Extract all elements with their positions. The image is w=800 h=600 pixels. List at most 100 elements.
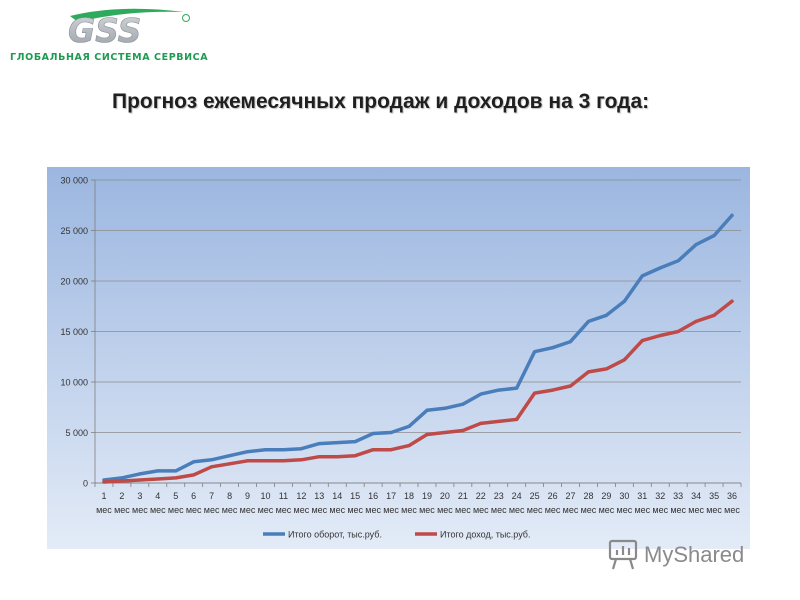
data-point [263, 448, 268, 452]
data-point [730, 213, 734, 217]
data-point [533, 350, 537, 354]
data-point [622, 299, 626, 303]
y-axis: 0 5 000 10 000 15 000 20 000 25 000 30 000 [60, 176, 96, 489]
x-tick-label: 15 [350, 491, 360, 501]
data-point [335, 455, 339, 459]
line-chart: 0 5 000 10 000 15 000 20 000 25 000 30 000 1 ме… [47, 167, 750, 549]
y-tick-label: 25 000 [60, 226, 88, 236]
data-point [174, 476, 178, 480]
data-point [604, 367, 609, 371]
legend-label: Итого оборот, тыс.руб. [288, 530, 382, 540]
data-point [515, 417, 519, 421]
x-tick-unit-label: мес [670, 505, 686, 515]
x-tick-label: 9 [245, 491, 250, 501]
x-tick-unit-label: мес [599, 505, 615, 515]
data-point [174, 469, 178, 473]
x-tick-unit-label: мес [581, 505, 597, 515]
watermark-text: MyShared [644, 542, 744, 567]
data-point [550, 388, 555, 392]
x-tick-label: 2 [119, 491, 124, 501]
x-tick-label: 35 [709, 491, 719, 501]
x-axis: 1 мес 2 мес 3 мес 4 мес 5 мес 6 мес 7 мес 8 мес 9 мес 10 ме… [94, 482, 742, 515]
x-tick-unit-label: мес [311, 505, 327, 515]
data-point [694, 319, 698, 323]
data-point [479, 392, 483, 396]
data-point [568, 384, 573, 388]
x-tick-unit-label: мес [222, 505, 238, 515]
data-point [227, 454, 232, 458]
data-point [425, 408, 429, 412]
x-tick-label: 27 [566, 491, 576, 501]
x-tick-unit-label: мес [186, 505, 202, 515]
data-point [497, 388, 501, 392]
x-tick-unit-label: мес [563, 505, 579, 515]
x-tick-label: 7 [209, 491, 214, 501]
data-point [550, 346, 555, 350]
y-tick-label: 15 000 [60, 327, 88, 337]
data-point [533, 391, 537, 395]
x-tick-label: 18 [404, 491, 414, 501]
x-tick-label: 1 [101, 491, 106, 501]
x-tick-label: 26 [548, 491, 558, 501]
x-tick-label: 8 [227, 491, 232, 501]
data-point [317, 442, 321, 446]
data-point [461, 402, 465, 406]
x-tick-unit-label: мес [276, 505, 292, 515]
x-tick-unit-label: мес [240, 505, 256, 515]
x-tick-unit-label: мес [365, 505, 381, 515]
data-point [263, 459, 268, 463]
x-tick-label: 28 [583, 491, 593, 501]
data-point [120, 476, 124, 480]
logo-wordmark: GSS [68, 11, 141, 50]
data-point [443, 406, 447, 410]
x-tick-label: 24 [512, 491, 522, 501]
data-point [389, 430, 393, 435]
data-point [622, 358, 626, 362]
x-tick-label: 5 [173, 491, 178, 501]
x-tick-unit-label: мес [455, 505, 471, 515]
chart-legend: Итого оборот, тыс.руб. Итого доход, тыс.р… [263, 530, 530, 540]
x-tick-label: 30 [619, 491, 629, 501]
x-tick-label: 33 [673, 491, 683, 501]
x-tick-label: 19 [422, 491, 432, 501]
data-point [281, 448, 286, 452]
data-point [497, 419, 501, 423]
data-point [443, 430, 447, 435]
x-tick-unit-label: мес [491, 505, 507, 515]
data-point [586, 319, 591, 323]
x-tick-label: 17 [386, 491, 396, 501]
x-tick-unit-label: мес [545, 505, 561, 515]
y-tick-label: 0 [83, 479, 88, 489]
legend-label: Итого доход, тыс.руб. [440, 530, 530, 540]
x-tick-label: 4 [155, 491, 160, 501]
x-tick-unit-label: мес [634, 505, 650, 515]
data-point [640, 274, 644, 278]
x-tick-label: 21 [458, 491, 468, 501]
presentation-board-icon [608, 539, 638, 570]
data-point [407, 444, 411, 448]
data-point [192, 460, 196, 464]
x-tick-unit-label: мес [652, 505, 668, 515]
data-point [156, 469, 160, 473]
data-point [281, 459, 286, 463]
logo-registered-mark [182, 14, 190, 22]
x-tick-label: 12 [296, 491, 306, 501]
data-point [604, 313, 609, 317]
data-point [730, 299, 734, 303]
x-tick-unit-label: мес [419, 505, 435, 515]
data-point [586, 370, 591, 374]
data-point [515, 386, 519, 390]
logo-subtitle: ГЛОБАЛЬНАЯ СИСТЕМА СЕРВИСА [10, 52, 209, 63]
x-tick-label: 16 [368, 491, 378, 501]
x-tick-unit-label: мес [204, 505, 220, 515]
data-point [676, 259, 680, 263]
data-point [353, 454, 357, 458]
x-tick-label: 36 [727, 491, 737, 501]
x-tick-label: 32 [655, 491, 665, 501]
x-tick-label: 6 [191, 491, 196, 501]
x-tick-unit-label: мес [114, 505, 130, 515]
data-point [317, 455, 321, 459]
data-point [299, 458, 303, 462]
myshared-watermark: MyShared [608, 539, 744, 570]
data-point [138, 472, 142, 476]
